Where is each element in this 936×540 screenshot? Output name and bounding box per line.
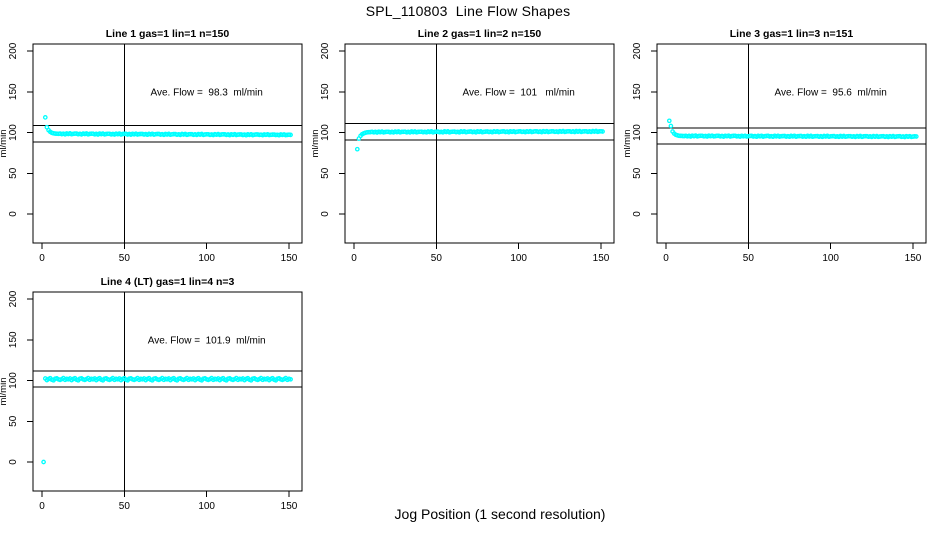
data-point	[666, 118, 672, 124]
x-tick-label: 150	[281, 501, 298, 512]
x-tick-label: 0	[663, 253, 669, 264]
x-axis-label: Jog Position (1 second resolution)	[394, 506, 606, 522]
data-point	[42, 115, 48, 120]
data-point	[913, 134, 919, 139]
subplot-title: Line 1 gas=1 lin=1 n=150	[106, 28, 230, 40]
y-tick-label: 100	[8, 372, 19, 389]
plot-box	[656, 43, 927, 244]
subplot-line-1: Line 1 gas=1 lin=1 n=150 0 50 100 150 0 50 100 1…	[0, 28, 303, 264]
y-tick-label: 150	[632, 83, 643, 100]
y-tick-label: 100	[8, 124, 19, 141]
x-tick-label: 100	[822, 253, 839, 264]
plot-box	[344, 43, 615, 244]
subplot-line-2: Line 2 gas=1 lin=2 n=150 0 50 100 150 0 50 100 1…	[312, 28, 615, 264]
scatter-points	[666, 118, 919, 140]
data-point	[354, 146, 360, 152]
y-tick-label: 200	[8, 290, 19, 307]
y-axis-label: ml/min	[0, 378, 9, 406]
x-tick-label: 0	[39, 501, 45, 512]
scatter-points	[354, 128, 605, 152]
y-tick-label: 150	[320, 83, 331, 100]
scatter-points	[41, 375, 293, 465]
data-point	[668, 123, 674, 129]
y-tick-label: 200	[632, 42, 643, 59]
y-tick-label: 0	[8, 211, 19, 217]
data-point	[41, 459, 46, 465]
scatter-points	[42, 115, 293, 138]
ave-flow-annotation: Ave. Flow = 101.9 ml/min	[148, 335, 266, 346]
x-tick-label: 50	[119, 253, 131, 264]
x-tick-label: 150	[281, 253, 298, 264]
y-tick-label: 200	[8, 42, 19, 59]
subplot-title: Line 4 (LT) gas=1 lin=4 n=3	[101, 276, 235, 288]
figure-title: SPL_110803 Line Flow Shapes	[365, 3, 571, 19]
x-tick-label: 50	[743, 253, 755, 264]
y-axis-label: ml/min	[624, 130, 633, 158]
y-tick-label: 50	[632, 167, 643, 179]
x-tick-label: 100	[510, 253, 527, 264]
x-tick-label: 150	[593, 253, 610, 264]
data-point	[288, 376, 293, 382]
plot-box	[32, 43, 303, 244]
subplot-line-4: Line 4 (LT) gas=1 lin=4 n=3 0 50 100 150 0 50 1…	[0, 276, 303, 512]
x-tick-label: 100	[198, 253, 215, 264]
y-axis-label: ml/min	[0, 130, 9, 158]
x-tick-label: 100	[198, 501, 215, 512]
ave-flow-annotation: Ave. Flow = 95.6 ml/min	[774, 87, 886, 98]
y-tick-label: 0	[320, 211, 331, 217]
x-tick-label: 50	[119, 501, 131, 512]
data-point	[288, 132, 293, 138]
subplot-title: Line 2 gas=1 lin=2 n=150	[418, 28, 542, 40]
y-tick-label: 0	[8, 459, 19, 465]
y-tick-label: 50	[320, 167, 331, 179]
subplot-line-3: Line 3 gas=1 lin=3 n=151 0 50 100 150 0 50 100 1…	[624, 28, 927, 264]
y-tick-label: 100	[632, 124, 643, 141]
x-tick-label: 0	[351, 253, 357, 264]
ave-flow-annotation: Ave. Flow = 101 ml/min	[462, 87, 574, 98]
y-tick-label: 50	[8, 167, 19, 179]
ave-flow-annotation: Ave. Flow = 98.3 ml/min	[150, 87, 262, 98]
x-tick-label: 0	[39, 253, 45, 264]
data-point	[600, 129, 605, 134]
y-tick-label: 50	[8, 415, 19, 427]
y-axis-label: ml/min	[312, 130, 321, 158]
y-tick-label: 150	[8, 331, 19, 348]
y-tick-label: 0	[632, 211, 643, 217]
x-tick-label: 50	[431, 253, 443, 264]
plot-box	[32, 291, 303, 492]
y-tick-label: 150	[8, 83, 19, 100]
y-tick-label: 200	[320, 42, 331, 59]
x-tick-label: 150	[905, 253, 922, 264]
y-tick-label: 100	[320, 124, 331, 141]
subplot-title: Line 3 gas=1 lin=3 n=151	[730, 28, 854, 40]
